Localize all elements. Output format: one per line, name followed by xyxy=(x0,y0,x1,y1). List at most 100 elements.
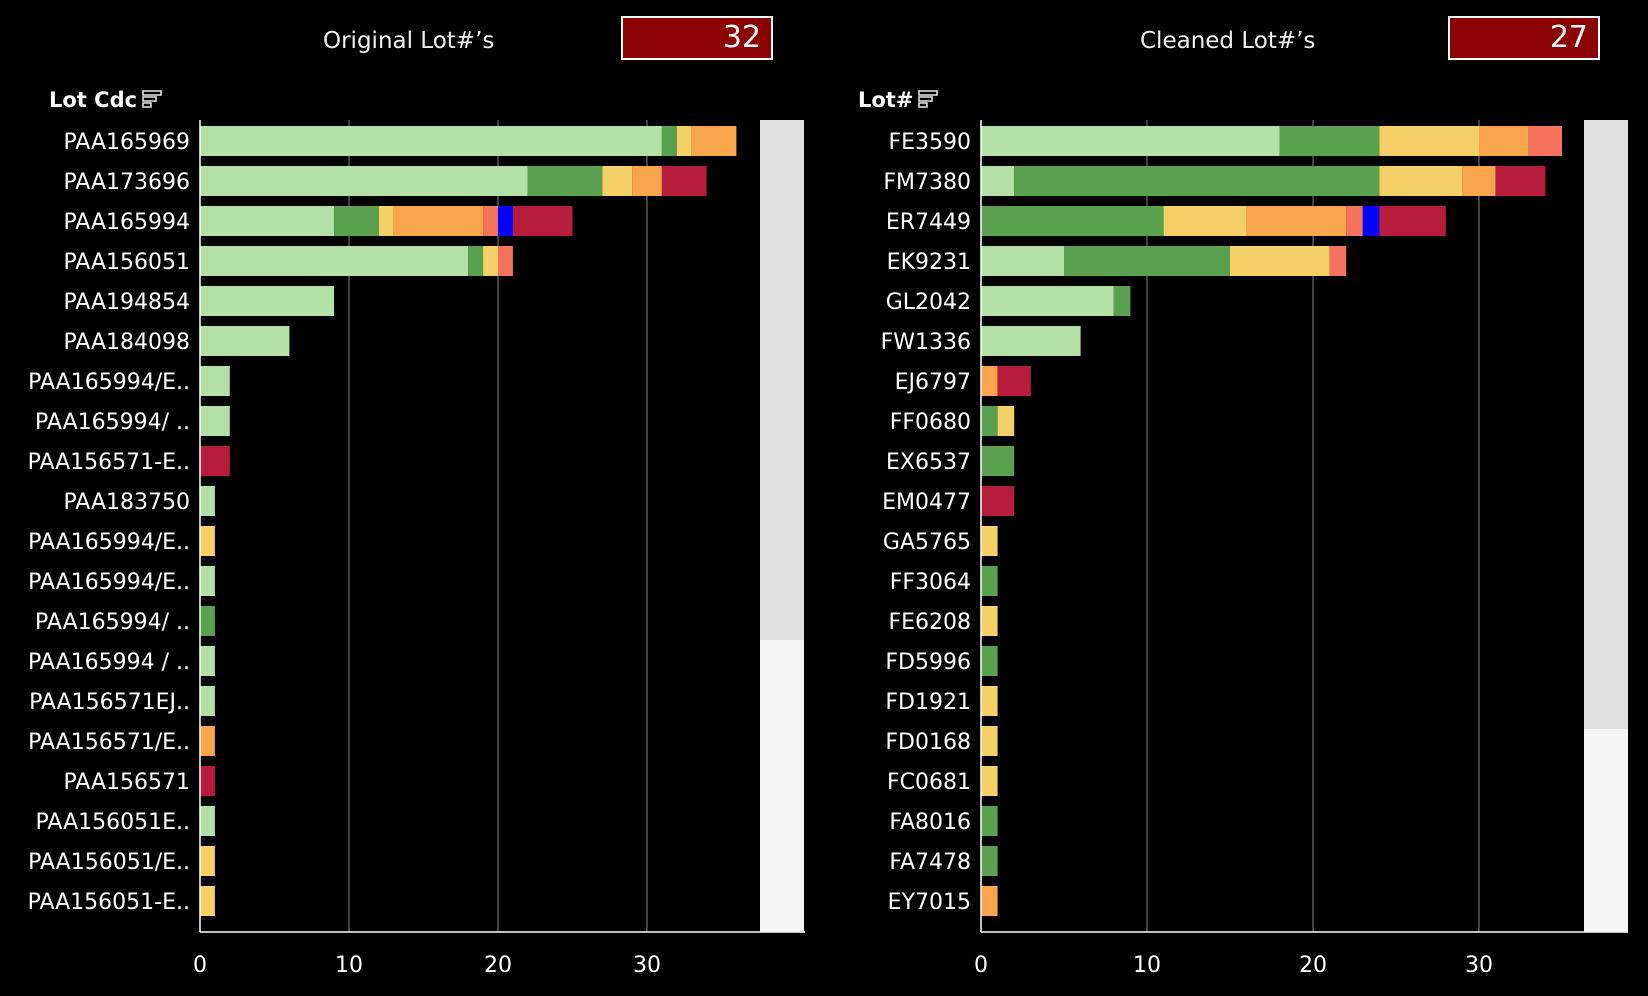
bar-segment-yellow xyxy=(200,526,215,556)
cleaned-lots-bar-chart: FE3590 FM7380 ER7449 EK9231 GL2042 FW1336 EJ67… xyxy=(881,120,1628,978)
bar-segment-yellow xyxy=(200,846,215,876)
bar-segment-yellow xyxy=(200,886,215,916)
category-label: ER7449 xyxy=(886,210,971,235)
bar-segment-crimson xyxy=(512,206,573,236)
bar-segment-light-green xyxy=(200,686,215,716)
category-label: PAA183750 xyxy=(63,490,190,515)
chart-scrollbar[interactable] xyxy=(760,120,804,932)
category-label: EJ6797 xyxy=(895,370,971,395)
bar-segment-salmon xyxy=(1329,246,1347,276)
category-label: FE3590 xyxy=(888,130,971,155)
lot-count-badge: 32 xyxy=(621,16,773,60)
category-label: EK9231 xyxy=(887,250,971,275)
bar-segment-blue xyxy=(498,206,513,236)
bar-segment-yellow xyxy=(1379,126,1479,156)
bar-segment-salmon xyxy=(483,206,498,236)
category-label: FD1921 xyxy=(885,690,971,715)
chart-scrollbar[interactable] xyxy=(1584,120,1628,932)
bar-segment-light-green xyxy=(200,486,215,516)
category-label: PAA165994/E.. xyxy=(28,370,190,395)
bar-segment-light-green xyxy=(200,286,335,316)
bar-segment-light-green xyxy=(981,326,1081,356)
bar-segment-orange xyxy=(632,166,662,196)
bar-segment-dark-green xyxy=(1113,286,1131,316)
category-label: PAA165994/E.. xyxy=(28,570,190,595)
bar-segment-dark-green xyxy=(200,606,215,636)
bar-segment-crimson xyxy=(200,446,230,476)
bar-segment-light-green xyxy=(200,366,230,396)
category-label: PAA165969 xyxy=(63,130,190,155)
bar-segment-salmon xyxy=(1528,126,1562,156)
column-header-lot-cdc[interactable]: Lot Cdc xyxy=(49,88,163,112)
category-label: PAA173696 xyxy=(63,170,190,195)
category-label: GL2042 xyxy=(886,290,971,315)
bar-segment-light-green xyxy=(200,126,662,156)
category-label: PAA165994 xyxy=(63,210,190,235)
bar-segment-crimson xyxy=(981,486,1015,516)
bar-segment-crimson xyxy=(200,766,215,796)
bar-segment-crimson xyxy=(1379,206,1446,236)
panel-title: Cleaned Lot#’s xyxy=(1140,28,1316,54)
bar-segment-salmon xyxy=(1346,206,1363,236)
bar-segment-yellow xyxy=(981,606,998,636)
sort-icon[interactable] xyxy=(917,89,939,111)
category-label: PAA165994/ .. xyxy=(35,610,190,635)
original-lots-bar-chart: PAA165969 PAA173696 PAA165994 PAA156051 PAA1… xyxy=(28,120,805,978)
bar-segment-dark-green xyxy=(981,566,998,596)
bar-segment-light-green xyxy=(981,166,1015,196)
bar-segment-light-green xyxy=(200,566,215,596)
category-label: PAA165994/E.. xyxy=(28,530,190,555)
category-label: PAA194854 xyxy=(63,290,190,315)
category-label: PAA165994/ .. xyxy=(35,410,190,435)
bar-segment-orange xyxy=(1246,206,1347,236)
bar-segment-dark-green xyxy=(981,406,998,436)
bar-segment-yellow xyxy=(378,206,394,236)
bar-segment-light-green xyxy=(981,126,1280,156)
category-label: FF3064 xyxy=(890,570,971,595)
category-label: EX6537 xyxy=(886,450,971,475)
bar-segment-dark-green xyxy=(981,446,1015,476)
cleaned-lots-panel: Cleaned Lot#’s 27 Lot# FE3590 FM7380 ER744… xyxy=(820,0,1648,996)
bar-segment-yellow xyxy=(981,726,998,756)
bar-segment-dark-green xyxy=(1279,126,1380,156)
bar-segment-yellow xyxy=(1230,246,1330,276)
category-label: PAA165994 / .. xyxy=(28,650,190,675)
scrollbar-thumb[interactable] xyxy=(760,120,804,640)
bar-segment-yellow xyxy=(981,686,998,716)
scrollbar-thumb[interactable] xyxy=(1584,120,1628,729)
x-tick-label: 0 xyxy=(193,953,207,978)
bar-segment-light-green xyxy=(200,406,230,436)
bar-segment-orange xyxy=(981,886,998,916)
category-label: GA5765 xyxy=(883,530,971,555)
original-lots-panel: Original Lot#’s 32 Lot Cdc PAA165969 PAA1… xyxy=(0,0,820,996)
bar-segment-dark-green xyxy=(527,166,603,196)
bar-segment-light-green xyxy=(200,806,215,836)
bar-segment-dark-green xyxy=(981,206,1164,236)
bar-segment-light-green xyxy=(200,646,215,676)
category-label: PAA156051-E.. xyxy=(28,890,190,915)
category-label: FA7478 xyxy=(889,850,971,875)
category-label: PAA156571-E.. xyxy=(28,450,190,475)
bar-segment-orange xyxy=(200,726,215,756)
category-label: FW1336 xyxy=(881,330,971,355)
x-tick-label: 10 xyxy=(335,953,363,978)
bar-segment-orange xyxy=(691,126,737,156)
x-tick-label: 20 xyxy=(1299,953,1327,978)
column-header-lot[interactable]: Lot# xyxy=(858,88,939,112)
x-tick-label: 30 xyxy=(633,953,661,978)
category-label: PAA156571 xyxy=(63,770,190,795)
category-label: FD0168 xyxy=(885,730,971,755)
bar-segment-dark-green xyxy=(1064,246,1230,276)
bar-segment-yellow xyxy=(483,246,498,276)
bar-segment-orange xyxy=(1462,166,1496,196)
category-label: PAA156571EJ.. xyxy=(29,690,190,715)
column-header-label: Lot Cdc xyxy=(49,88,138,112)
x-tick-label: 20 xyxy=(484,953,512,978)
bar-segment-dark-green xyxy=(468,246,484,276)
category-label: PAA156571/E.. xyxy=(28,730,190,755)
bar-segment-light-green xyxy=(200,326,290,356)
category-label: FD5996 xyxy=(885,650,971,675)
bar-segment-light-green xyxy=(200,206,335,236)
sort-icon[interactable] xyxy=(141,89,163,111)
bar-segment-dark-green xyxy=(1014,166,1380,196)
